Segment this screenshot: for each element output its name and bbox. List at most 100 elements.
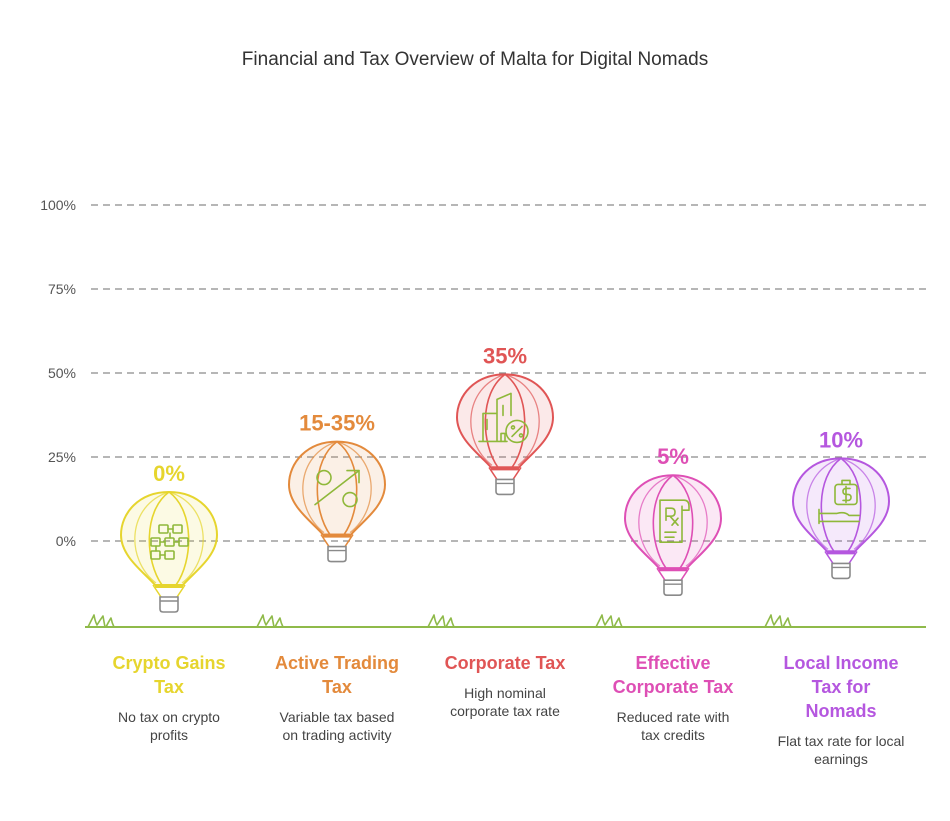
grass-tuft: [256, 614, 284, 628]
value-label: 10%: [819, 427, 863, 452]
balloon-gore: [840, 457, 862, 552]
balloon-gore: [652, 474, 674, 569]
percent-dot: [316, 469, 332, 486]
balloon-gore: [148, 491, 170, 586]
category-name: Effective Corporate Tax: [612, 653, 734, 697]
blockchain-icon: [150, 524, 189, 560]
value-label: 35%: [483, 343, 527, 368]
y-tick-label: 100%: [40, 197, 76, 213]
rope: [320, 534, 330, 548]
grass-tuft: [427, 614, 455, 628]
balloon-gore: [638, 474, 674, 567]
balloon-skirt: [659, 567, 687, 572]
building: [478, 392, 512, 443]
rope: [176, 584, 186, 598]
building-windows: [486, 404, 506, 443]
corporate-building-percent-icon: [478, 392, 529, 444]
category-name: Crypto Gains Tax: [112, 653, 226, 697]
rope: [344, 534, 354, 548]
value-label: 15-35%: [299, 411, 375, 436]
percent-dot: [342, 491, 358, 508]
money-hand-icon: [818, 479, 860, 525]
prescription-receipt-icon: [659, 499, 690, 543]
rope: [152, 584, 162, 598]
balloon: [456, 373, 554, 496]
category-column: Local Income Tax for Nomads Flat tax rate…: [766, 651, 916, 768]
bag-handle: [841, 479, 851, 486]
balloon-gore: [470, 373, 506, 466]
balloon-gore: [168, 491, 204, 584]
balloon-skirt: [155, 584, 183, 588]
balloon-basket: [495, 478, 515, 496]
y-tick-label: 0%: [56, 533, 76, 549]
balloon-gore: [336, 440, 372, 534]
rope: [656, 567, 666, 581]
y-tick-label: 25%: [48, 449, 76, 465]
receipt: [659, 499, 690, 543]
rope: [680, 567, 690, 581]
balloon-skirt: [323, 533, 351, 538]
rope: [512, 466, 522, 480]
balloon-gore: [504, 373, 540, 466]
balloon-skirt: [491, 466, 519, 471]
balloon-gore: [302, 440, 338, 534]
balloon-gore: [168, 491, 190, 586]
balloon-gore: [316, 440, 338, 536]
balloon-gore: [806, 457, 842, 550]
percent-dot: [510, 425, 516, 430]
percent-slash: [511, 425, 523, 438]
balloon-skirt: [827, 550, 855, 555]
balloon-gore: [672, 474, 694, 569]
category-column: Effective Corporate Tax Reduced rate with…: [598, 651, 748, 744]
rope: [488, 466, 498, 480]
category-description: Reduced rate with tax credits: [616, 709, 730, 743]
category-column: Active Trading Tax Variable tax based on …: [262, 651, 412, 744]
category-column: Crypto Gains Tax No tax on crypto profits: [94, 651, 244, 744]
balloon-basket: [663, 579, 683, 596]
grass-tuft: [595, 614, 623, 628]
trend-arrow-line: [314, 469, 360, 506]
dollar-sign: [842, 485, 852, 504]
rx-symbol: [665, 507, 679, 526]
y-tick-label: 50%: [48, 365, 76, 381]
rope: [824, 550, 834, 564]
category-description: Flat tax rate for local earnings: [777, 733, 905, 767]
balloon-basket: [159, 596, 179, 613]
grass-tuft: [87, 614, 115, 628]
receipt-lines: [664, 531, 677, 538]
category-description: No tax on crypto profits: [118, 709, 220, 743]
balloon: [624, 474, 722, 596]
percent-dot: [518, 433, 524, 438]
balloon-gore: [672, 474, 708, 567]
balloon: [120, 491, 218, 613]
y-tick-label: 75%: [48, 281, 76, 297]
category-name: Active Trading Tax: [274, 653, 400, 697]
balloon: [288, 440, 386, 563]
category-description: High nominal corporate tax rate: [450, 685, 560, 719]
balloon-gore: [484, 373, 506, 468]
balloon-gore: [820, 457, 842, 552]
open-hand: [818, 508, 860, 525]
balloon-gore: [336, 440, 358, 536]
category-column: Corporate Tax High nominal corporate tax …: [430, 651, 580, 720]
value-label: 5%: [657, 444, 689, 469]
balloon-basket: [831, 562, 851, 580]
category-description: Variable tax based on trading activity: [279, 709, 395, 743]
grass-tuft: [764, 614, 792, 628]
money-bag: [834, 483, 858, 506]
percent-circle: [505, 419, 529, 444]
percent-trend-icon: [314, 469, 360, 508]
chart-title: Financial and Tax Overview of Malta for …: [241, 49, 709, 70]
trend-arrow-head: [346, 469, 360, 484]
balloon-basket: [327, 545, 347, 563]
balloon: [792, 457, 890, 580]
category-name: Local Income Tax for Nomads: [783, 653, 899, 721]
balloon-gore: [134, 491, 170, 584]
rope: [848, 550, 858, 564]
value-label: 0%: [153, 461, 185, 486]
chain-link: [155, 528, 180, 556]
balloon-gore: [504, 373, 526, 468]
balloon-gore: [840, 457, 876, 550]
category-name: Corporate Tax: [444, 653, 566, 673]
